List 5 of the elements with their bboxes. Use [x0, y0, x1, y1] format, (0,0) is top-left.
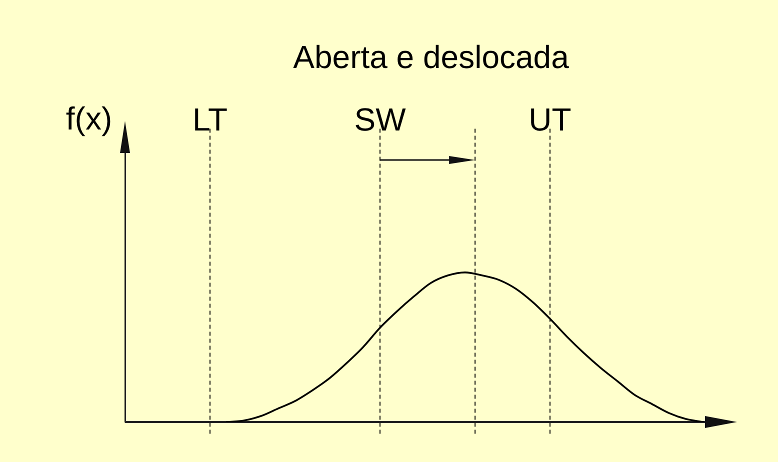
x-tick-label: LT — [192, 101, 228, 138]
x-tick-label: UT — [528, 101, 572, 138]
y-axis-title: f(x) — [66, 100, 112, 137]
chart-title: Aberta e deslocada — [293, 39, 570, 76]
x-tick-label: SW — [354, 101, 407, 138]
